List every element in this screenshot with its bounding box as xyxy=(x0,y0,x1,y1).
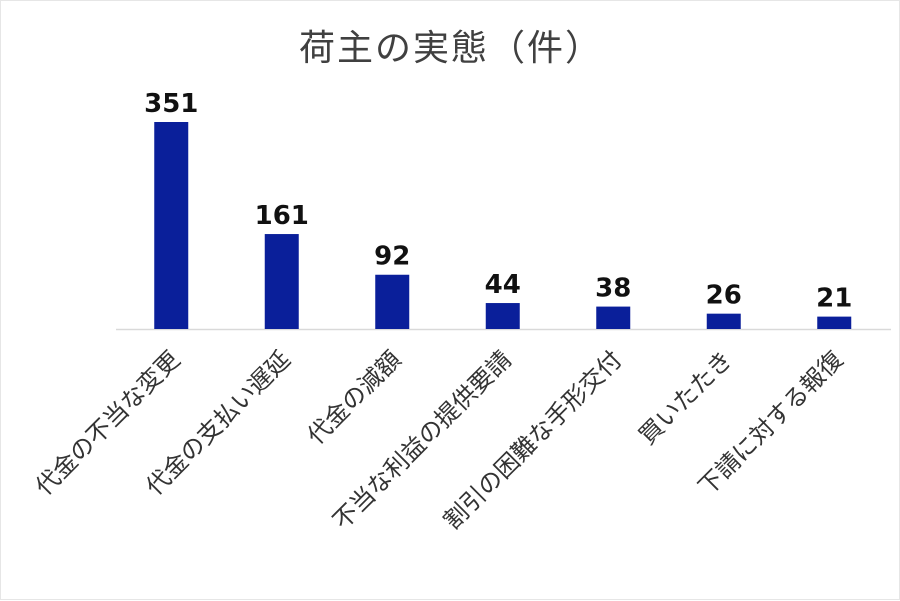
category-label-5: 割引の困難な手形交付 xyxy=(438,345,628,535)
data-label-2: 161 xyxy=(255,201,309,231)
bar-3 xyxy=(375,274,410,329)
category-label-4: 不当な利益の提供要請 xyxy=(327,345,517,535)
data-label-1: 351 xyxy=(144,89,198,119)
bar-6 xyxy=(706,313,741,329)
bar-1 xyxy=(154,122,189,329)
data-label-4: 44 xyxy=(485,270,521,300)
data-label-5: 38 xyxy=(595,274,631,304)
bar-5 xyxy=(596,306,631,329)
category-label-3: 代金の減額 xyxy=(302,345,407,450)
bar-7 xyxy=(817,316,852,329)
bar-4 xyxy=(485,303,520,329)
chart-title: 荷主の実態（件） xyxy=(298,28,603,69)
category-label-6: 買いたたき xyxy=(633,345,738,450)
bar-2 xyxy=(264,234,299,329)
data-label-7: 21 xyxy=(816,284,852,314)
data-label-3: 92 xyxy=(374,242,410,272)
data-label-6: 26 xyxy=(706,281,742,311)
